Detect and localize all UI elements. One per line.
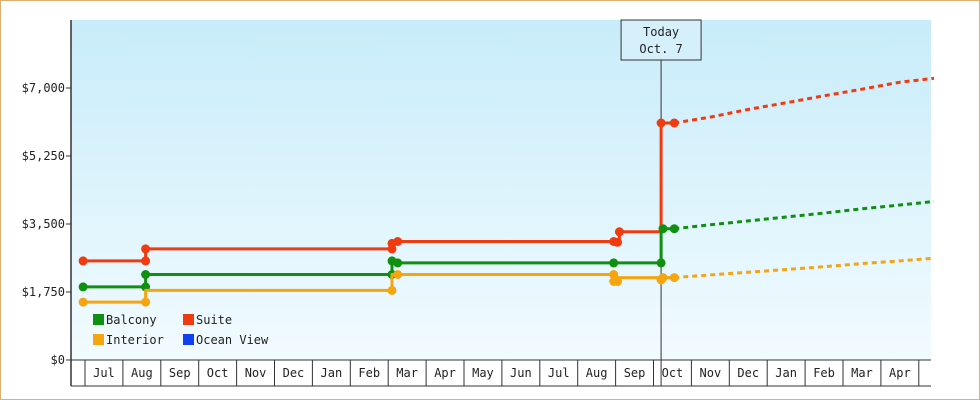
data-point-interior (393, 270, 403, 279)
x-tick-label: Feb (813, 366, 835, 380)
data-point-suite (669, 118, 679, 128)
data-point-balcony (141, 270, 151, 279)
legend-swatch-balcony (93, 314, 104, 325)
data-point-suite (141, 244, 151, 254)
x-tick-label: May (472, 366, 494, 380)
data-point-suite (614, 227, 624, 237)
legend-swatch-suite (183, 314, 194, 325)
data-point-balcony (669, 224, 679, 234)
x-tick-label: Aug (586, 366, 608, 380)
x-tick-label: Jul (93, 366, 115, 380)
projection-line-interior (674, 256, 935, 280)
x-tick-label: Nov (700, 366, 722, 380)
legend-swatch-ocean-view (183, 334, 194, 345)
today-date: Oct. 7 (639, 42, 682, 56)
x-tick-label: Jul (548, 366, 570, 380)
x-tick-label: Dec (283, 366, 305, 380)
data-point-interior (387, 285, 397, 295)
legend-label-interior: Interior (106, 333, 164, 347)
x-tick-label: Dec (737, 366, 759, 380)
x-tick-label: Feb (358, 366, 380, 380)
data-point-interior (669, 273, 679, 283)
data-point-balcony (393, 258, 403, 268)
today-label: Today (643, 25, 679, 39)
data-point-interior (141, 297, 151, 307)
x-tick-label: Oct (662, 366, 684, 380)
data-point-suite (78, 256, 88, 266)
data-point-balcony (609, 258, 619, 268)
legend-swatch-interior (93, 334, 104, 345)
x-tick-label: Apr (889, 366, 911, 380)
data-point-interior (609, 270, 619, 279)
data-point-interior (613, 277, 622, 286)
data-point-suite (393, 237, 403, 246)
x-tick-label: Aug (131, 366, 153, 380)
x-tick-label: Sep (624, 366, 646, 380)
projection-line-balcony (674, 200, 935, 231)
data-point-suite (141, 256, 151, 266)
data-point-suite (613, 237, 622, 247)
x-tick-label: Jan (775, 366, 797, 380)
y-tick-label: $3,500 (22, 217, 65, 231)
y-tick-label: $5,250 (22, 149, 65, 163)
x-tick-label: Jan (321, 366, 343, 380)
x-tick-label: Apr (434, 366, 456, 380)
x-tick-label: Mar (396, 366, 418, 380)
data-point-suite (656, 118, 666, 128)
x-tick-label: Jun (510, 366, 532, 380)
x-tick-label: Nov (245, 366, 267, 380)
y-tick-label: $7,000 (22, 81, 65, 95)
legend-label-suite: Suite (196, 313, 232, 327)
legend-label-balcony: Balcony (106, 313, 157, 327)
data-point-interior (658, 273, 668, 283)
plot-area (71, 20, 931, 360)
x-tick-label: Oct (207, 366, 229, 380)
data-point-balcony (78, 282, 88, 292)
x-tick-label: Mar (851, 366, 873, 380)
legend-label-ocean-view: Ocean View (196, 333, 269, 347)
y-tick-label: $1,750 (22, 285, 65, 299)
x-tick-label: Sep (169, 366, 191, 380)
y-tick-label: $0 (51, 353, 65, 367)
data-point-balcony (658, 224, 668, 234)
data-point-balcony (656, 258, 666, 268)
data-point-interior (78, 297, 88, 307)
today-box (620, 19, 702, 61)
